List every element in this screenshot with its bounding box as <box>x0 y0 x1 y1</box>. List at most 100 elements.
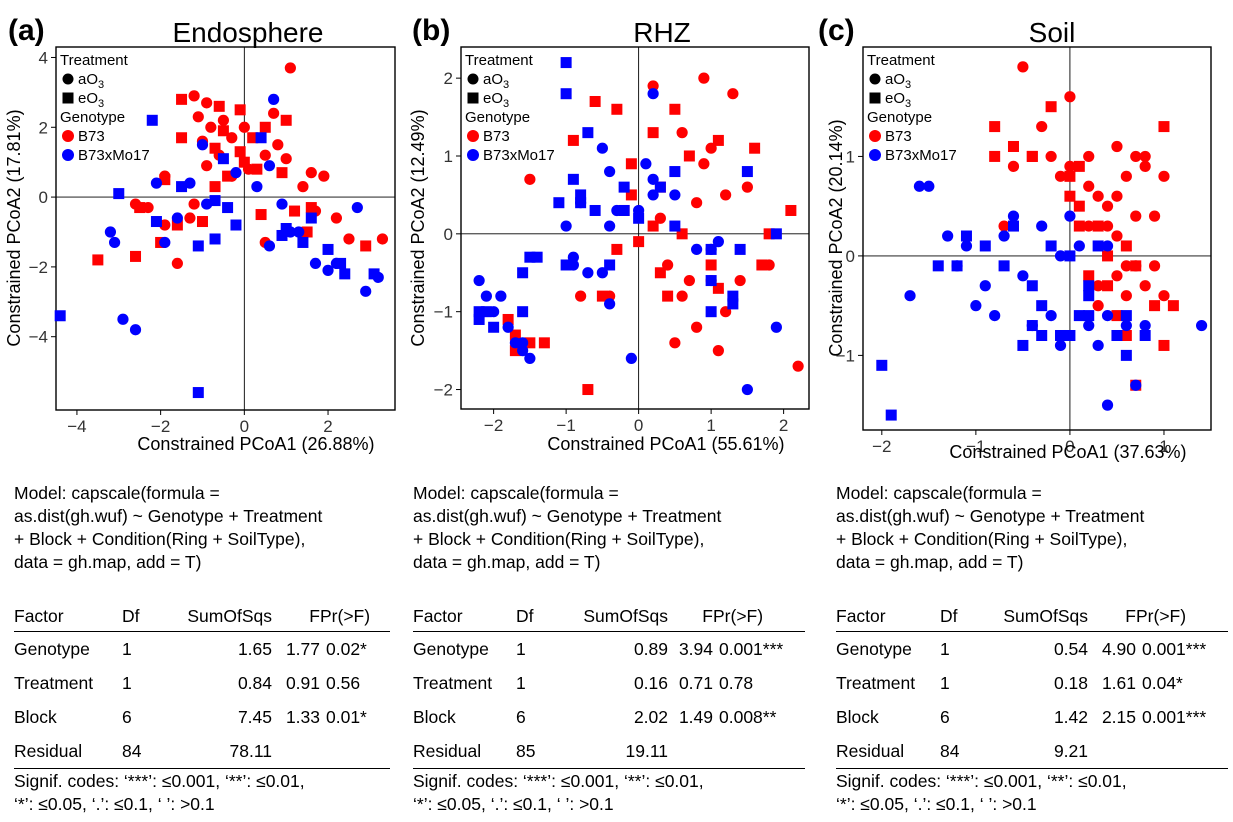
point-B73-aO3 <box>676 127 688 139</box>
point-B73xMo17-aO3 <box>582 267 594 279</box>
point-B73xMo17-aO3 <box>640 158 652 170</box>
point-B73xMo17-eO3 <box>368 268 380 280</box>
point-B73-aO3 <box>1111 270 1123 282</box>
point-B73xMo17-aO3 <box>1195 319 1208 332</box>
point-B73-aO3 <box>159 219 171 231</box>
legend-treatment-title: Treatment <box>60 52 129 69</box>
x-tick-label: 2 <box>779 416 788 435</box>
point-B73-eO3 <box>749 142 761 154</box>
table-cell-ss: 0.16 <box>633 672 668 693</box>
table-cell-factor: Residual <box>14 734 122 769</box>
y-tick-label: 0 <box>39 188 48 207</box>
point-B73-eO3 <box>756 259 768 271</box>
point-B73xMo17-eO3 <box>633 212 645 224</box>
point-B73-eO3 <box>1102 250 1114 262</box>
legend-color-icon <box>869 149 881 161</box>
table-cell-p: 0.56 <box>326 672 361 693</box>
point-B73-aO3 <box>1148 210 1161 222</box>
point-B73xMo17-eO3 <box>1083 310 1095 322</box>
y-tick-label: 2 <box>444 69 453 88</box>
point-B73xMo17-eO3 <box>146 114 158 126</box>
table-header: Factor <box>14 601 122 632</box>
plot-frame <box>460 46 810 410</box>
table-cell-df: 1 <box>122 638 132 659</box>
plot-title: Endosphere <box>172 17 323 48</box>
point-B73-aO3 <box>217 114 230 126</box>
point-B73-aO3 <box>1101 220 1114 232</box>
point-B73xMo17-eO3 <box>589 204 601 216</box>
table-header: F <box>1088 601 1136 632</box>
point-B73-aO3 <box>683 274 695 287</box>
panel-letter: (a) <box>8 14 45 47</box>
table-cell-f: 4.90 <box>1101 638 1136 659</box>
point-B73xMo17-eO3 <box>1064 329 1076 341</box>
point-B73xMo17-aO3 <box>230 167 242 179</box>
panel-letter: (b) <box>412 14 450 47</box>
point-B73xMo17-eO3 <box>618 181 630 193</box>
table-cell-df: 6 <box>516 706 526 727</box>
table-cell-df: 1 <box>940 672 950 693</box>
table-cell-f: 1.33 <box>285 706 320 727</box>
table-cell-df: 85 <box>516 734 543 769</box>
table-cell-p: 0.78 <box>719 672 754 693</box>
point-B73-aO3 <box>1036 120 1048 133</box>
point-B73-aO3 <box>318 170 330 182</box>
point-B73-eO3 <box>209 142 221 154</box>
point-B73-aO3 <box>734 274 746 287</box>
point-B73-eO3 <box>669 103 681 115</box>
point-B73xMo17-aO3 <box>604 298 616 310</box>
point-B73-eO3 <box>1045 101 1057 113</box>
data-points <box>54 62 389 399</box>
table-header: Factor <box>836 601 940 632</box>
point-B73-aO3 <box>1111 230 1123 242</box>
table-cell-f: 3.94 <box>678 638 713 659</box>
point-B73xMo17-aO3 <box>309 257 322 270</box>
point-B73xMo17-aO3 <box>502 321 514 333</box>
point-B73-aO3 <box>727 88 739 100</box>
point-B73xMo17-aO3 <box>625 352 637 364</box>
point-B73-aO3 <box>171 257 183 270</box>
point-B73xMo17-eO3 <box>770 228 782 240</box>
legend-treatment-title: Treatment <box>867 52 936 69</box>
table-cell-df: 1 <box>122 672 132 693</box>
point-B73xMo17-eO3 <box>582 127 594 139</box>
point-B73xMo17-eO3 <box>1120 349 1132 361</box>
point-B73xMo17-eO3 <box>705 243 717 255</box>
point-B73xMo17-aO3 <box>647 88 659 100</box>
point-B73-aO3 <box>280 153 292 165</box>
point-B73-eO3 <box>683 150 695 162</box>
point-B73xMo17-aO3 <box>104 226 117 238</box>
panel-c: (c) Soil −2 −1 0 1 −1 0 1 Constrained PCoA1 (37.6… <box>818 0 1233 822</box>
point-B73xMo17-aO3 <box>1007 210 1020 222</box>
point-B73xMo17-eO3 <box>1007 220 1019 232</box>
point-B73xMo17-aO3 <box>108 236 121 249</box>
point-B73xMo17-eO3 <box>1026 320 1038 332</box>
point-B73xMo17-eO3 <box>1120 310 1132 322</box>
point-B73-aO3 <box>226 132 238 144</box>
point-B73xMo17-eO3 <box>297 236 309 248</box>
point-B73xMo17-eO3 <box>480 306 492 318</box>
point-B73xMo17-eO3 <box>575 197 587 209</box>
point-B73xMo17-eO3 <box>1073 310 1085 322</box>
table-cell-ss: 1.42 <box>1053 706 1088 727</box>
legend-treatment-label: aO3 <box>483 71 509 91</box>
point-B73-aO3 <box>1111 140 1123 153</box>
table-cell-df: 6 <box>122 706 132 727</box>
table-cell-df: 6 <box>940 706 950 727</box>
table-row: Block 6 2.02 1.49 0.008** <box>413 700 805 734</box>
legend-circle-icon <box>869 73 881 85</box>
legend-color-icon <box>467 149 479 161</box>
point-B73-aO3 <box>1092 300 1104 312</box>
table-cell-df: 84 <box>122 734 152 769</box>
point-B73xMo17-eO3 <box>553 197 565 209</box>
legend-genotype-label: B73 <box>885 128 912 145</box>
point-B73xMo17-eO3 <box>113 188 125 200</box>
y-tick-label: −1 <box>434 303 453 322</box>
point-B73xMo17-eO3 <box>54 310 66 322</box>
point-B73xMo17-eO3 <box>335 257 347 269</box>
point-B73xMo17-eO3 <box>1036 300 1048 312</box>
table-cell-p <box>713 734 805 769</box>
point-B73xMo17-eO3 <box>1139 329 1151 341</box>
point-B73xMo17-eO3 <box>209 195 221 207</box>
